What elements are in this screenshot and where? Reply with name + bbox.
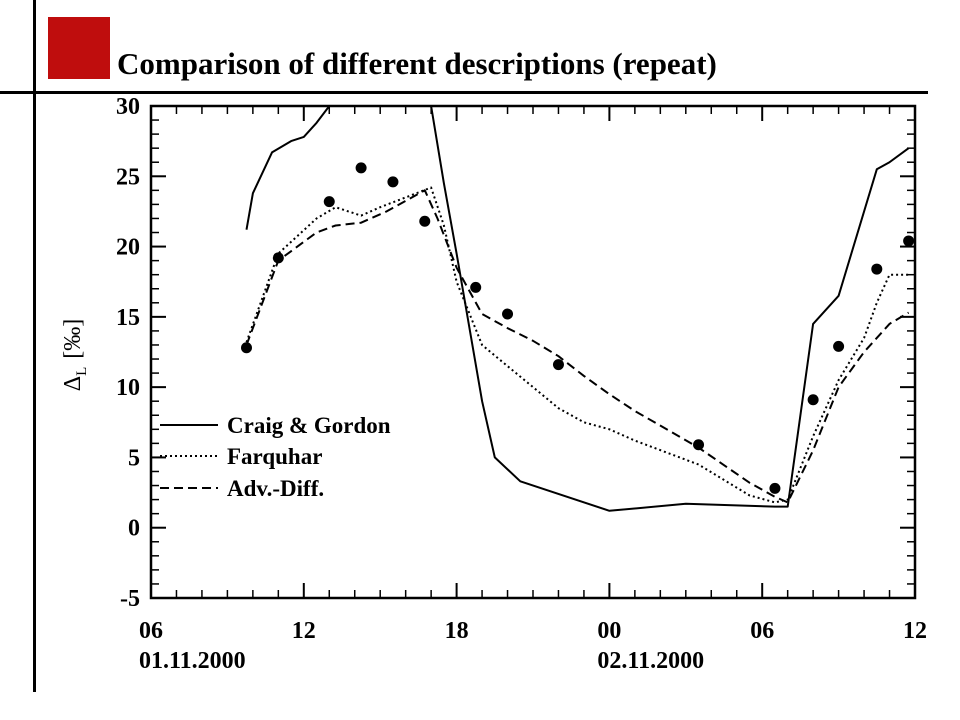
observation-point xyxy=(903,235,915,247)
y-tick-label: 30 xyxy=(116,94,140,120)
observation-point xyxy=(693,439,705,451)
slide-title: Comparison of different descriptions (re… xyxy=(117,46,717,81)
observation-point xyxy=(470,281,482,293)
y-tick-label: 10 xyxy=(116,375,140,401)
observation-point xyxy=(769,482,781,494)
y-tick-label: 0 xyxy=(128,516,140,542)
plot-area-frame xyxy=(149,104,917,600)
observation-point xyxy=(241,342,252,354)
observation-point xyxy=(871,263,883,275)
y-axis-label-symbol: Δ xyxy=(60,376,86,391)
legend-label: Craig & Gordon xyxy=(227,413,391,438)
y-axis-label: ΔL [‰] xyxy=(60,319,90,392)
x-date-label: 01.11.2000 xyxy=(139,648,246,674)
x-tick-label: 06 xyxy=(139,618,163,644)
observation-point xyxy=(419,215,431,227)
vertical-rule xyxy=(33,0,36,692)
observation-point xyxy=(552,359,564,371)
x-tick-label: 12 xyxy=(292,618,316,644)
x-tick-label: 12 xyxy=(903,618,927,644)
x-tick-label: 00 xyxy=(597,618,621,644)
y-tick-label: 25 xyxy=(116,164,140,190)
observation-point xyxy=(807,394,819,406)
observation-point xyxy=(833,340,845,352)
y-tick-label: -5 xyxy=(120,586,140,612)
x-tick-label: 18 xyxy=(445,618,469,644)
series-line-craig-gordon xyxy=(245,106,910,512)
y-tick-label: 15 xyxy=(116,305,140,331)
observation-point xyxy=(355,162,367,174)
title-underline xyxy=(0,91,928,94)
legend: Craig & Gordon Farquhar Adv.-Diff. xyxy=(160,413,391,501)
y-axis-label-unit: [‰] xyxy=(60,319,86,359)
x-date-label: 02.11.2000 xyxy=(597,648,704,674)
series-line-adv-diff xyxy=(245,189,910,504)
legend-label: Adv.-Diff. xyxy=(227,476,324,501)
observation-point xyxy=(387,176,399,188)
y-tick-label: 5 xyxy=(128,445,140,471)
y-tick-label: 20 xyxy=(116,235,140,261)
observation-point xyxy=(502,308,514,320)
title-accent-square xyxy=(48,17,110,79)
observation-point xyxy=(323,196,335,208)
observation-point xyxy=(272,252,284,264)
y-axis-label-subscript: L xyxy=(74,367,90,376)
x-tick-label: 06 xyxy=(750,618,774,644)
series-line-farquhar xyxy=(245,186,909,504)
legend-label: Farquhar xyxy=(227,444,322,469)
